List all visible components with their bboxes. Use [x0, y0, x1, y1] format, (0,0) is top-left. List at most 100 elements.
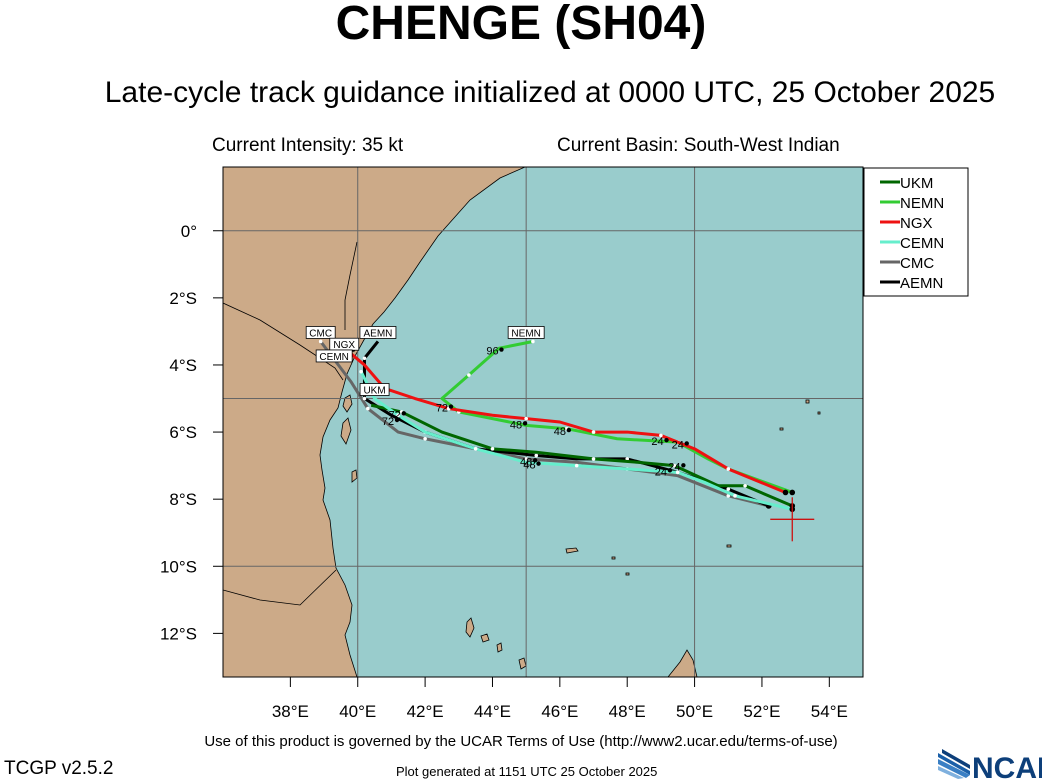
track-end-tag: CMC [309, 328, 332, 339]
track-end-tag-box [359, 383, 390, 396]
outer-island-1 [726, 544, 732, 548]
graticule [223, 167, 863, 677]
track-end-tag: CEMN [319, 352, 348, 363]
legend-box [863, 167, 969, 297]
x-tick-label: 44°E [474, 702, 511, 721]
hour-point [566, 427, 572, 433]
current-basin: Current Basin: South-West Indian [557, 135, 840, 156]
outer-island-5 [779, 427, 784, 431]
comoros-island-1 [465, 617, 475, 638]
x-tick-label: 38°E [272, 702, 309, 721]
x-tick-label: 42°E [407, 702, 444, 721]
track-end-tag: UKM [363, 386, 385, 397]
hour-point [536, 461, 541, 466]
terms-of-use-note: Use of this product is governed by the U… [204, 733, 838, 750]
aldabra-island [565, 547, 579, 554]
track-point [473, 447, 478, 451]
track-point [490, 447, 495, 451]
track-end-tag: NEMN [511, 328, 540, 339]
y-tick-label: 12°S [160, 624, 197, 643]
forecast-hour-label: 48 [523, 460, 535, 472]
track-point [524, 457, 528, 461]
track-end-tag: NGX [333, 340, 355, 351]
x-tick-label: 40°E [339, 702, 376, 721]
outer-island-6 [817, 411, 821, 415]
version-label: TCGP v2.5.2 [4, 758, 114, 779]
page-subtitle: Late-cycle track guidance initialized at… [104, 76, 996, 109]
track-point [726, 494, 731, 498]
ncar-logo-text: NCAR [972, 752, 1042, 780]
x-tick-label: 50°E [676, 702, 713, 721]
track-end-tag-box [359, 326, 397, 339]
forecast-hour-label: 24 [651, 436, 663, 448]
current-intensity: Current Intensity: 35 kt [212, 135, 404, 156]
track-layer [318, 339, 796, 513]
track-cemn [359, 370, 793, 511]
generated-timestamp: Plot generated at 1151 UTC 25 October 20… [396, 764, 658, 779]
hour-point [401, 411, 406, 416]
track-point [534, 453, 539, 458]
legend-label-ngx: NGX [900, 215, 933, 232]
legend-label-aemn: AEMN [900, 275, 943, 292]
zanzibar-island [340, 417, 352, 445]
forecast-hour-label: 96 [486, 346, 498, 358]
y-tick-label: 2°S [169, 289, 197, 308]
y-tick-label: 0° [181, 222, 197, 241]
comoros-island-2 [480, 633, 490, 643]
page-title: CHENGE (SH04) [335, 0, 707, 50]
madagascar-landmass [667, 649, 698, 677]
track-end-tag-box [507, 326, 545, 339]
track-point [396, 413, 400, 418]
track-start-point [789, 489, 796, 496]
y-tick-label: 6°S [169, 423, 197, 442]
legend-label-cemn: CEMN [900, 235, 944, 252]
outer-island-4 [805, 399, 810, 404]
track-ngx [343, 347, 787, 494]
forecast-hour-label: 48 [554, 426, 566, 438]
hour-point [499, 347, 504, 352]
comoros-island-3 [496, 642, 503, 653]
track-point [726, 487, 731, 491]
track-point [366, 406, 370, 411]
track-point [362, 396, 367, 401]
legend: UKM NEMN NGX CEMN CMC AEMN [863, 167, 969, 297]
track-point [675, 470, 680, 475]
track-end-tag-box [315, 349, 353, 363]
hour-point [667, 468, 673, 473]
land-layer [223, 167, 821, 677]
hour-point [522, 421, 528, 426]
outer-island-3 [625, 572, 630, 576]
track-point [318, 339, 323, 344]
pemba-island [342, 394, 353, 413]
track-point [625, 457, 630, 461]
track-start-point [782, 489, 789, 496]
latitude-axis: 0° 2°S 4°S 6°S 8°S 10°S 12°S [160, 222, 223, 643]
x-tick-label: 46°E [541, 702, 578, 721]
track-point [574, 463, 579, 468]
track-point [467, 373, 471, 377]
track-point [359, 369, 363, 374]
track-point [524, 416, 528, 421]
legend-label-nemn: NEMN [900, 195, 944, 212]
forecast-hour-label: 72 [436, 403, 448, 415]
x-tick-label: 52°E [743, 702, 780, 721]
forecast-hour-label: 48 [510, 419, 522, 431]
track-point [659, 433, 663, 438]
hour-point [532, 458, 538, 463]
x-tick-label: 48°E [609, 702, 646, 721]
track-point [726, 467, 731, 471]
track-point [743, 483, 747, 488]
hour-point [448, 404, 454, 409]
track-end-tag-box [305, 326, 336, 339]
country-border [223, 302, 344, 381]
track-point [362, 356, 367, 361]
track-point [672, 463, 677, 468]
country-border [223, 569, 337, 606]
track-point [531, 339, 535, 344]
legend-label-cmc: CMC [900, 255, 934, 272]
outer-island-2 [611, 556, 616, 560]
map-frame [222, 166, 864, 678]
ncar-logo-icon [938, 749, 970, 779]
current-position-marker [770, 497, 815, 542]
